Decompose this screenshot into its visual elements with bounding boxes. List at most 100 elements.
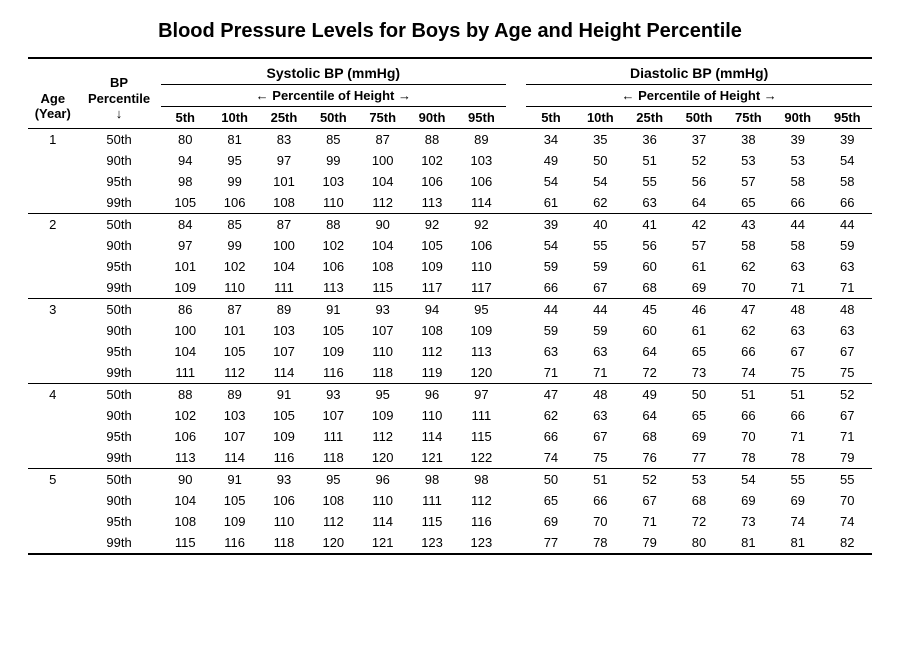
diastolic-value: 61 (526, 192, 575, 214)
systolic-value: 115 (407, 511, 456, 532)
systolic-value: 87 (259, 214, 308, 236)
diastolic-value: 44 (526, 299, 575, 321)
systolic-value: 110 (259, 511, 308, 532)
gap-cell (506, 511, 526, 532)
systolic-value: 104 (161, 341, 210, 362)
height-pct-header: 75th (724, 107, 773, 129)
diastolic-value: 35 (576, 129, 625, 151)
diastolic-value: 67 (625, 490, 674, 511)
diastolic-value: 81 (773, 532, 822, 554)
gap-cell (506, 214, 526, 236)
systolic-value: 103 (210, 405, 259, 426)
systolic-value: 106 (407, 171, 456, 192)
bp-percentile-cell: 99th (78, 532, 161, 554)
age-header-line2: (Year) (35, 106, 71, 121)
diastolic-value: 61 (674, 320, 723, 341)
systolic-value: 114 (358, 511, 407, 532)
age-cell (28, 490, 78, 511)
diastolic-value: 58 (822, 171, 872, 192)
gap-cell (506, 341, 526, 362)
systolic-value: 98 (407, 469, 456, 491)
diastolic-value: 49 (625, 384, 674, 406)
height-pct-header: 25th (625, 107, 674, 129)
systolic-value: 109 (457, 320, 506, 341)
diastolic-value: 76 (625, 447, 674, 469)
age-cell (28, 171, 78, 192)
systolic-value: 121 (358, 532, 407, 554)
diastolic-value: 54 (526, 171, 575, 192)
systolic-value: 97 (457, 384, 506, 406)
systolic-value: 85 (309, 129, 358, 151)
diastolic-value: 65 (674, 405, 723, 426)
height-pct-header: 75th (358, 107, 407, 129)
diastolic-value: 78 (576, 532, 625, 554)
systolic-value: 104 (259, 256, 308, 277)
age-cell (28, 362, 78, 384)
gap-cell (506, 85, 526, 107)
left-arrow-icon: ← (621, 88, 634, 103)
age-cell (28, 150, 78, 171)
diastolic-value: 34 (526, 129, 575, 151)
systolic-value: 87 (358, 129, 407, 151)
systolic-value: 113 (407, 192, 456, 214)
down-arrow-icon: ↓ (116, 106, 123, 121)
systolic-value: 111 (407, 490, 456, 511)
bp-percentile-cell: 95th (78, 341, 161, 362)
age-cell: 2 (28, 214, 78, 236)
diastolic-value: 62 (724, 320, 773, 341)
systolic-value: 85 (210, 214, 259, 236)
systolic-value: 93 (358, 299, 407, 321)
systolic-value: 109 (161, 277, 210, 299)
systolic-value: 91 (259, 384, 308, 406)
systolic-value: 98 (161, 171, 210, 192)
systolic-value: 99 (309, 150, 358, 171)
diastolic-value: 51 (724, 384, 773, 406)
diastolic-value: 71 (773, 426, 822, 447)
systolic-value: 83 (259, 129, 308, 151)
systolic-value: 103 (309, 171, 358, 192)
table-row: 90th10210310510710911011162636465666667 (28, 405, 872, 426)
systolic-value: 107 (358, 320, 407, 341)
systolic-value: 105 (309, 320, 358, 341)
systolic-value: 110 (358, 341, 407, 362)
systolic-value: 86 (161, 299, 210, 321)
age-cell (28, 320, 78, 341)
diastolic-value: 53 (674, 469, 723, 491)
systolic-value: 104 (358, 171, 407, 192)
diastolic-header: Diastolic BP (mmHg) (526, 58, 872, 85)
bp-percentile-line1: BP (110, 75, 128, 90)
diastolic-value: 82 (822, 532, 872, 554)
diastolic-value: 66 (822, 192, 872, 214)
gap-cell (506, 320, 526, 341)
diastolic-value: 36 (625, 129, 674, 151)
diastolic-value: 51 (625, 150, 674, 171)
diastolic-value: 58 (773, 171, 822, 192)
systolic-value: 92 (407, 214, 456, 236)
systolic-value: 88 (161, 384, 210, 406)
diastolic-value: 67 (773, 341, 822, 362)
diastolic-value: 65 (526, 490, 575, 511)
height-pct-header: 25th (259, 107, 308, 129)
systolic-value: 113 (309, 277, 358, 299)
diastolic-value: 68 (625, 426, 674, 447)
diastolic-value: 74 (724, 362, 773, 384)
diastolic-value: 79 (822, 447, 872, 469)
bp-percentile-cell: 95th (78, 171, 161, 192)
bp-percentile-cell: 50th (78, 299, 161, 321)
systolic-value: 109 (407, 256, 456, 277)
bp-percentile-cell: 50th (78, 129, 161, 151)
systolic-value: 112 (210, 362, 259, 384)
diastolic-value: 77 (674, 447, 723, 469)
diastolic-value: 62 (576, 192, 625, 214)
height-pct-header: 90th (773, 107, 822, 129)
systolic-value: 106 (457, 235, 506, 256)
diastolic-value: 75 (822, 362, 872, 384)
systolic-value: 117 (407, 277, 456, 299)
systolic-value: 118 (259, 532, 308, 554)
diastolic-value: 70 (724, 277, 773, 299)
systolic-value: 120 (358, 447, 407, 469)
diastolic-value: 66 (773, 405, 822, 426)
bp-percentile-cell: 99th (78, 362, 161, 384)
diastolic-value: 59 (576, 320, 625, 341)
gap-cell (506, 469, 526, 491)
